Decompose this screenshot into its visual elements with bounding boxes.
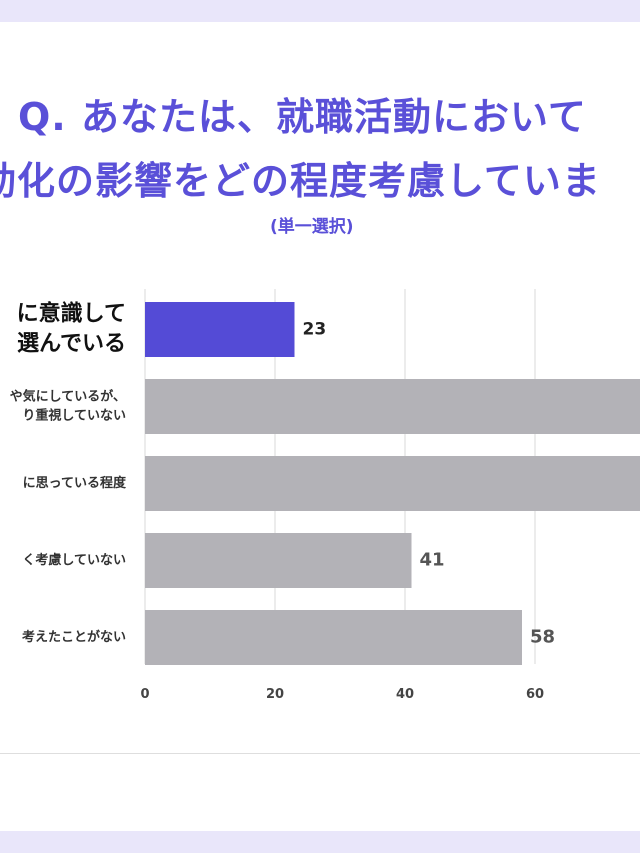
category-label-1-0: や気にしているが、: [10, 389, 126, 405]
value-label-3: 41: [420, 550, 445, 571]
category-label-3-0: く考慮していない: [22, 552, 126, 568]
bar-4: [145, 610, 522, 665]
chart-x-ticks: 0 20 40 60: [140, 687, 544, 702]
category-label-2-0: に思っている程度: [23, 475, 127, 491]
value-label-0: 23: [303, 320, 327, 340]
bar-0: [145, 302, 295, 357]
top-band: [0, 0, 640, 22]
category-label-0-1: 選んでいる: [17, 332, 126, 357]
chart-category-labels: に意識して選んでいるや気にしているが、り重視していないに思っている程度く考慮して…: [10, 301, 127, 646]
category-label-1-1: り重視していない: [22, 408, 126, 424]
category-label-4-0: 考えたことがない: [22, 629, 126, 645]
chart-bars: [145, 302, 640, 665]
bottom-band: [0, 831, 640, 853]
divider: [0, 753, 640, 754]
page-title-line-2: 動化の影響をどの程度考慮していま: [0, 159, 601, 203]
value-label-4: 58: [530, 627, 555, 648]
x-tick-0: 0: [140, 687, 149, 702]
x-tick-60: 60: [526, 687, 544, 702]
chart-value-labels: 23 41 58: [303, 320, 556, 648]
bar-3: [145, 533, 412, 588]
x-tick-20: 20: [266, 687, 284, 702]
bar-1: [145, 379, 640, 434]
category-label-0-0: に意識して: [17, 301, 126, 327]
bar-2: [145, 456, 640, 511]
page-subtitle: (単一選択): [270, 217, 354, 237]
page-title-line-1: Q. あなたは、就職活動において: [18, 95, 587, 139]
x-tick-40: 40: [396, 687, 414, 702]
